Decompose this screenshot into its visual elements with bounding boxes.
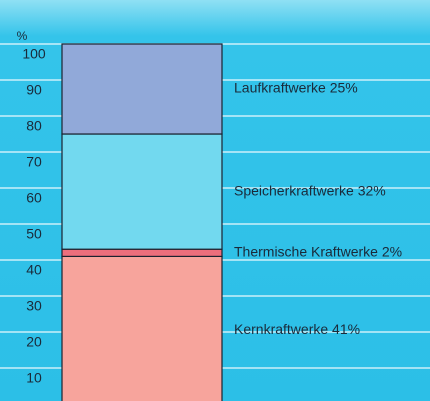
y-tick-label: 40 [26,262,42,278]
bar-segment [61,133,223,250]
y-tick-label: 30 [26,298,42,314]
y-axis-label: % [17,29,28,43]
data-label: Speicherkraftwerke 32% [234,182,386,198]
data-label: Kernkraftwerke 41% [234,321,360,337]
y-tick-label: 90 [26,82,42,98]
y-tick-label: 70 [26,154,42,170]
bar-segment [61,43,223,135]
y-tick-label: 50 [26,226,42,242]
bar-segment [61,248,223,257]
data-label: Laufkraftwerke 25% [234,80,358,96]
bar-segment [61,255,223,401]
y-tick-label: 80 [26,118,42,134]
data-label: Thermische Kraftwerke 2% [234,244,402,260]
y-tick-label: 100 [22,46,46,62]
y-tick-label: 60 [26,190,42,206]
y-tick-label: 10 [26,370,42,386]
y-tick-label: 20 [26,334,42,350]
